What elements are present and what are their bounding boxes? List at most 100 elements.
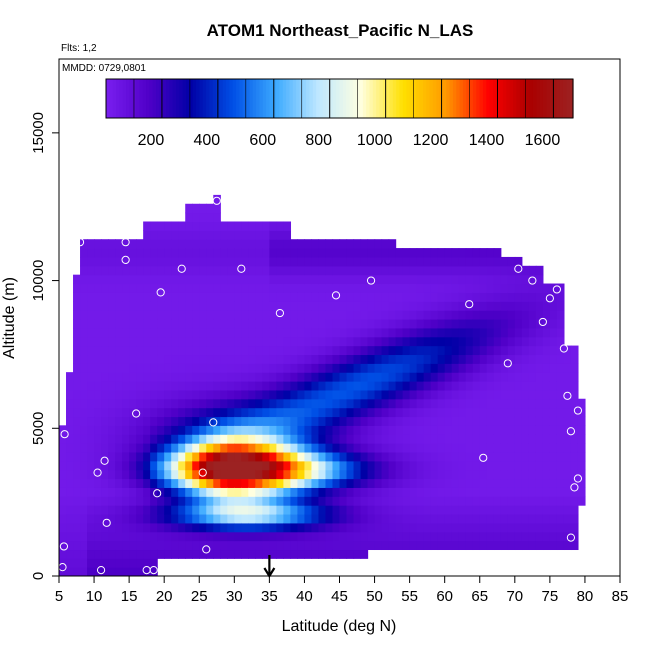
- heat-cell: [171, 487, 179, 497]
- heat-cell: [122, 265, 130, 276]
- heat-cell: [94, 310, 102, 320]
- heat-cell: [360, 354, 369, 364]
- heat-cell: [444, 513, 453, 524]
- heat-cell: [353, 425, 362, 435]
- heat-cell: [381, 407, 390, 418]
- heat-cell: [73, 522, 81, 533]
- heat-cell: [150, 248, 158, 258]
- heat-cell: [192, 531, 200, 542]
- heat-cell: [178, 522, 186, 533]
- heat-cell: [514, 513, 523, 524]
- heat-cell: [500, 327, 509, 338]
- heat-cell: [493, 265, 502, 276]
- colorbar-tick-label: 1400: [469, 132, 505, 149]
- heat-cell: [87, 487, 95, 497]
- heat-cell: [297, 354, 306, 364]
- sample-point: [177, 264, 186, 273]
- heat-cell: [570, 540, 579, 551]
- heat-cell: [528, 327, 537, 338]
- heat-cell: [206, 407, 214, 418]
- heat-cell: [444, 407, 453, 418]
- heat-cell: [297, 451, 306, 462]
- heat-cell: [73, 310, 81, 320]
- heat-cell: [465, 513, 474, 524]
- heat-cell: [80, 451, 88, 462]
- heat-cell: [87, 416, 95, 426]
- heat-cell: [360, 389, 369, 400]
- heat-cell: [206, 256, 214, 267]
- heat-cell: [521, 389, 530, 400]
- heat-cell: [220, 256, 228, 267]
- heat-cell: [556, 336, 565, 347]
- heat-cell: [269, 310, 277, 320]
- heat-cell: [367, 531, 376, 542]
- colorbar-segment: [509, 79, 514, 118]
- sample-point: [202, 545, 211, 554]
- heat-cell: [262, 318, 270, 329]
- heat-cell: [416, 283, 425, 293]
- heat-cell: [542, 389, 551, 400]
- heat-cell: [248, 345, 256, 356]
- heat-cell: [402, 389, 411, 400]
- heat-cell: [136, 487, 144, 497]
- heat-cell: [87, 425, 95, 435]
- colorbar-segment: [189, 79, 194, 118]
- heat-cell: [178, 318, 186, 329]
- heat-cell: [430, 363, 439, 373]
- heat-cell: [500, 256, 509, 267]
- heat-cell: [178, 283, 186, 293]
- heat-cell: [556, 469, 565, 480]
- heat-cell: [507, 265, 516, 276]
- heat-cell: [129, 256, 137, 267]
- heat-cell: [563, 496, 572, 506]
- heat-cell: [500, 425, 509, 435]
- heat-cell: [150, 425, 158, 435]
- heat-cell: [493, 416, 502, 426]
- heat-cell: [346, 407, 355, 418]
- heat-cell: [269, 318, 277, 329]
- heat-cell: [122, 558, 130, 568]
- heat-cell: [577, 496, 586, 506]
- heat-cell: [220, 310, 228, 320]
- heat-cell: [220, 469, 228, 480]
- heat-cell: [339, 522, 348, 533]
- heat-cell: [192, 434, 200, 444]
- heat-cell: [479, 389, 488, 400]
- heat-cell: [94, 265, 102, 276]
- annotation-flights: Flts: 1,2: [61, 43, 97, 54]
- heat-cell: [143, 540, 151, 551]
- heat-cell: [514, 469, 523, 480]
- heat-cell: [423, 487, 432, 497]
- heat-cell: [409, 372, 418, 382]
- heat-cell: [500, 460, 509, 471]
- heat-cell: [430, 469, 439, 480]
- heat-cell: [444, 469, 453, 480]
- heat-cell: [73, 363, 81, 373]
- heat-cell: [227, 381, 235, 391]
- heat-cell: [129, 451, 137, 462]
- heat-cell: [248, 310, 256, 320]
- heat-cell: [360, 522, 369, 533]
- heat-cell: [248, 239, 256, 249]
- heat-cell: [255, 354, 263, 364]
- heat-cell: [486, 301, 495, 311]
- heat-cell: [311, 469, 320, 480]
- heat-cell: [269, 389, 277, 400]
- heat-cell: [178, 221, 186, 231]
- heat-cell: [479, 513, 488, 524]
- heat-cell: [269, 239, 277, 249]
- colorbar-segment: [146, 79, 150, 118]
- heat-cell: [248, 478, 256, 488]
- heat-cell: [157, 372, 165, 382]
- heat-cell: [388, 531, 397, 542]
- heat-cell: [73, 354, 81, 364]
- heat-cell: [136, 522, 144, 533]
- colorbar-segment: [119, 79, 124, 118]
- heat-cell: [395, 363, 404, 373]
- heat-cell: [381, 460, 390, 471]
- heat-cell: [227, 469, 235, 480]
- heat-cell: [248, 540, 256, 551]
- heat-cell: [374, 505, 383, 515]
- sample-point: [528, 276, 537, 285]
- heat-cell: [108, 487, 116, 497]
